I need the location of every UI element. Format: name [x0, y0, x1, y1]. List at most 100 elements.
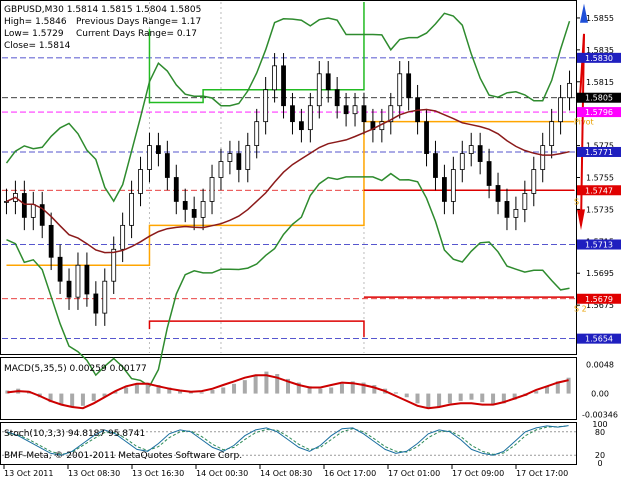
stoch-main-line: [7, 425, 569, 456]
macd-histogram-bar: [48, 393, 53, 403]
price-label-text: 1.5830: [585, 54, 613, 63]
candle-body: [182, 201, 188, 210]
price-tick-label: 1.5755: [586, 174, 614, 183]
candle-body: [495, 185, 501, 202]
price-label-box: [577, 185, 621, 196]
bollinger-upper: [5, 12, 571, 203]
pivot-label: S: [574, 197, 579, 206]
high-line: High= 1.5846: [4, 17, 67, 27]
candle-body: [254, 121, 260, 146]
price-label-box: [577, 333, 621, 344]
candle-body: [486, 161, 492, 186]
macd-histogram-bar: [447, 393, 452, 404]
candle-body: [281, 65, 286, 107]
candle-body: [406, 73, 412, 99]
price-label-text: 1.5796: [585, 108, 613, 117]
candle-body: [191, 209, 197, 218]
candle-body: [263, 89, 269, 123]
candle-body: [21, 193, 27, 218]
candle-body: [245, 145, 251, 170]
macd-histogram-bar: [318, 388, 323, 394]
macd-histogram-bar: [286, 378, 290, 394]
candle-body: [388, 105, 394, 123]
price-label-text: 1.5747: [585, 186, 613, 195]
price-label-box: [577, 52, 621, 63]
candle-body: [209, 177, 215, 202]
candle-body: [424, 121, 429, 154]
macd-histogram-bar: [512, 393, 517, 400]
macd-histogram-bar: [415, 393, 420, 404]
time-tick-label: 17 Oct 17:00: [516, 469, 568, 478]
candle-body: [200, 201, 206, 218]
macd-histogram-bar: [296, 382, 301, 394]
macd-histogram-bar: [178, 389, 183, 394]
symbol-line: GBPUSD,M30 1.5814 1.5815 1.5804 1.5805: [4, 5, 201, 15]
stoch-layer: [2, 425, 576, 456]
macd-histogram-bar: [426, 393, 431, 409]
macd-layer: [5, 371, 571, 410]
price-label-text: 1.5771: [585, 148, 613, 157]
candle-body: [352, 105, 358, 115]
macd-histogram-bar: [167, 387, 172, 394]
price-label-text: 1.5679: [585, 295, 613, 304]
candle-body: [450, 169, 456, 202]
candle-body: [397, 73, 403, 107]
stoch-tick-label: 100: [592, 420, 607, 429]
macd-tick-label: -0.00346: [582, 411, 618, 420]
candle-body: [540, 145, 546, 170]
macd-histogram-bar: [210, 389, 215, 394]
macd-histogram-bar: [156, 385, 161, 394]
stoch-tick-label: 0: [597, 459, 602, 468]
macd-histogram-bar: [91, 393, 96, 401]
macd-histogram-bar: [566, 377, 571, 394]
candle-body: [48, 224, 54, 258]
candle-body: [290, 105, 295, 123]
macd-histogram-bar: [59, 393, 64, 405]
candle-body: [75, 264, 81, 298]
candle-body: [93, 293, 99, 314]
candle-body: [361, 105, 367, 123]
price-tick-label: 1.5775: [586, 142, 614, 151]
time-tick-label: 14 Oct 08:30: [260, 469, 312, 478]
pivot-line: [6, 120, 574, 266]
time-tick-label: 13 Oct 2011: [4, 469, 53, 478]
candle-body: [513, 209, 519, 218]
price-label-box: [577, 92, 621, 103]
macd-histogram-bar: [458, 393, 463, 401]
candle-body: [147, 145, 152, 170]
candle-body: [531, 169, 537, 194]
macd-histogram-bar: [350, 381, 355, 394]
candle-body: [325, 73, 331, 91]
macd-title: MACD(5,35,5) 0.00259 0.00177: [4, 364, 147, 374]
arrow-down-head: [577, 209, 585, 231]
price-label-text: 1.5805: [585, 94, 613, 103]
candle-body: [102, 280, 108, 314]
stoch-signal-line: [7, 425, 569, 455]
low-line: Low= 1.5729: [4, 29, 64, 39]
time-tick-label: 13 Oct 16:30: [132, 469, 184, 478]
macd-histogram-bar: [361, 382, 366, 394]
price-tick-label: 1.5675: [586, 301, 614, 310]
moving-average-line: [6, 108, 570, 254]
price-tick-label: 1.5855: [586, 14, 614, 23]
candle-body: [4, 201, 9, 203]
macd-tick-label: 0.0048: [586, 360, 614, 369]
bollinger-lower: [6, 172, 570, 388]
macd-histogram-bar: [491, 393, 496, 405]
copyright-text: BMF-Meta, © 2001-2011 MetaQuotes Softwar…: [4, 451, 242, 461]
candle-body: [442, 177, 447, 202]
candle-body: [334, 89, 340, 107]
candle-body: [129, 193, 134, 226]
price-label-box: [577, 293, 621, 304]
macd-histogram-bar: [501, 393, 506, 404]
price-tick-label: 1.5835: [586, 46, 614, 55]
price-label-box: [577, 239, 621, 250]
candle-body: [173, 177, 179, 202]
candle-body: [504, 201, 510, 218]
macd-histogram-bar: [113, 391, 118, 394]
time-tick-label: 17 Oct 09:00: [452, 469, 504, 478]
pivot-label: S 2: [574, 304, 587, 313]
stoch-title: Stoch(10,3,3) 94.8187 95.8741: [4, 429, 145, 439]
candle-body: [39, 204, 45, 226]
